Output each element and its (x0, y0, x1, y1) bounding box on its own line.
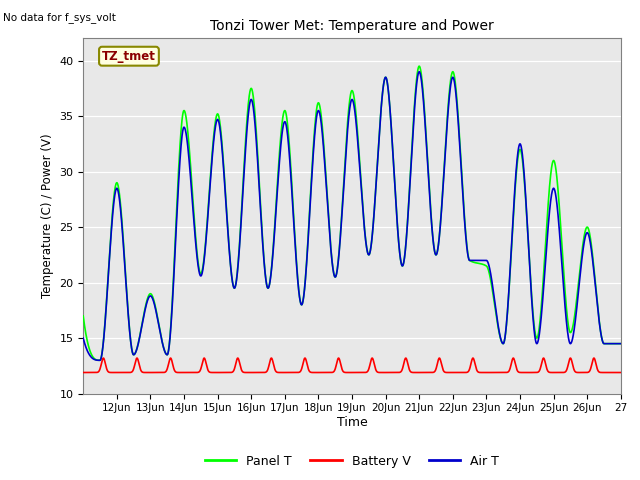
X-axis label: Time: Time (337, 416, 367, 429)
Text: No data for f_sys_volt: No data for f_sys_volt (3, 12, 116, 23)
Legend: Panel T, Battery V, Air T: Panel T, Battery V, Air T (200, 450, 504, 473)
Y-axis label: Temperature (C) / Power (V): Temperature (C) / Power (V) (41, 134, 54, 298)
Text: TZ_tmet: TZ_tmet (102, 50, 156, 63)
Title: Tonzi Tower Met: Temperature and Power: Tonzi Tower Met: Temperature and Power (210, 19, 494, 33)
